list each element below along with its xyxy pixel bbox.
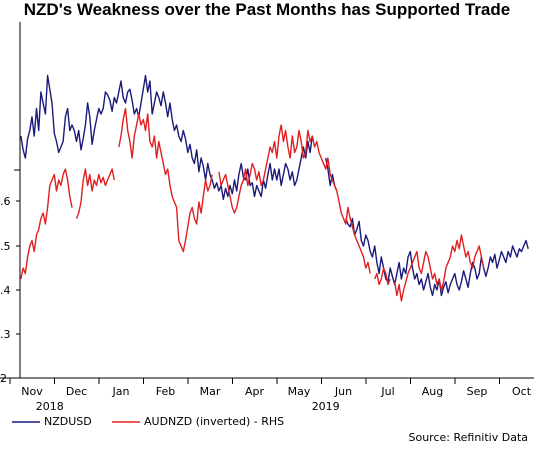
x-year-label: 2019 (312, 400, 340, 413)
x-year-label: 2018 (36, 400, 64, 413)
x-tick-label: Nov (21, 385, 43, 398)
legend-label-nzdusd: NZDUSD (44, 415, 92, 428)
left-tick-label: .6 (0, 195, 11, 208)
x-axis-year-labels: 2018 2019 (36, 400, 340, 413)
x-tick-label: Jun (334, 385, 352, 398)
left-tick-label: 2 (0, 372, 7, 385)
x-tick-label: May (288, 385, 311, 398)
x-axis-ticks (9, 378, 500, 384)
x-tick-label: Dec (66, 385, 87, 398)
source-note: Source: Refinitiv Data (408, 431, 529, 444)
x-tick-label: Jul (380, 385, 394, 398)
left-tick-label: .3 (0, 328, 11, 341)
x-tick-label: Mar (200, 385, 221, 398)
x-tick-label: Feb (156, 385, 175, 398)
x-tick-label: Jan (112, 385, 130, 398)
x-tick-label: Aug (422, 385, 443, 398)
left-tick-label: .5 (0, 240, 11, 253)
x-axis-month-labels: Nov Dec Jan Feb Mar Apr May Jun Jul Aug Sep Oct (21, 385, 531, 398)
series-layer (20, 74, 529, 302)
chart-title: NZD's Weakness over the Past Months has … (23, 0, 511, 19)
series-line-audnzd (20, 107, 485, 302)
left-axis-ticks: .6 .5 .4 .3 2 (0, 195, 20, 385)
x-tick-label: Oct (512, 385, 532, 398)
legend-label-audnzd: AUDNZD (inverted) - RHS (144, 415, 285, 428)
left-tick-label: .4 (0, 284, 11, 297)
x-tick-label: Apr (245, 385, 265, 398)
x-tick-label: Sep (467, 385, 488, 398)
